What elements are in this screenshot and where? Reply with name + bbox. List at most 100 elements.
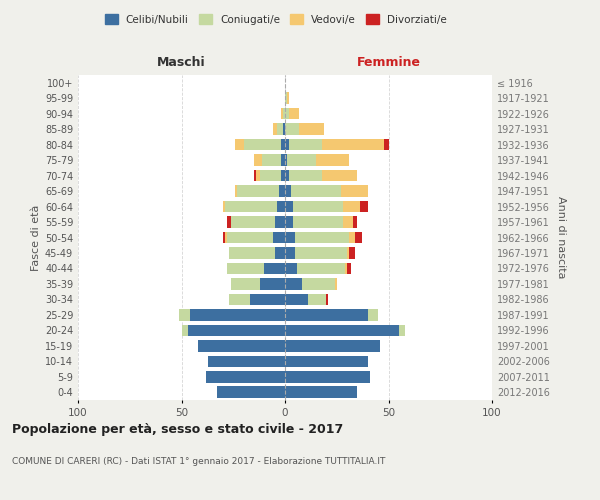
Bar	[198, 340, 285, 351]
Y-axis label: Fasce di età: Fasce di età	[31, 204, 41, 270]
Bar	[285, 386, 358, 398]
Bar	[335, 278, 337, 289]
Bar	[287, 154, 316, 166]
Bar	[285, 232, 295, 243]
Bar	[260, 278, 285, 289]
Bar	[285, 154, 287, 166]
Bar	[281, 154, 285, 166]
Bar	[322, 139, 385, 150]
Bar	[293, 216, 343, 228]
Bar	[275, 216, 285, 228]
Bar	[229, 294, 250, 305]
Bar	[353, 216, 358, 228]
Bar	[272, 232, 285, 243]
Bar	[190, 309, 285, 320]
Bar	[345, 262, 347, 274]
Bar	[285, 371, 370, 382]
Bar	[347, 262, 351, 274]
Bar	[399, 324, 405, 336]
Bar	[299, 124, 325, 135]
Bar	[285, 324, 399, 336]
Bar	[289, 108, 299, 120]
Bar	[231, 278, 260, 289]
Bar	[260, 170, 281, 181]
Bar	[231, 216, 275, 228]
Bar	[238, 186, 279, 197]
Bar	[287, 92, 289, 104]
Bar	[235, 139, 244, 150]
Bar	[225, 200, 277, 212]
Bar	[265, 262, 285, 274]
Bar	[285, 340, 380, 351]
Bar	[179, 309, 190, 320]
Bar	[254, 154, 262, 166]
Bar	[223, 232, 225, 243]
Bar	[279, 186, 285, 197]
Bar	[254, 170, 256, 181]
Bar	[283, 108, 285, 120]
Bar	[291, 186, 341, 197]
Bar	[285, 356, 368, 367]
Bar	[244, 139, 281, 150]
Bar	[285, 139, 289, 150]
Bar	[316, 154, 349, 166]
Bar	[262, 154, 281, 166]
Bar	[285, 92, 287, 104]
Bar	[227, 262, 265, 274]
Bar	[326, 294, 328, 305]
Bar	[289, 170, 322, 181]
Bar	[343, 216, 353, 228]
Bar	[281, 139, 285, 150]
Bar	[285, 247, 295, 259]
Bar	[355, 232, 362, 243]
Bar	[385, 139, 389, 150]
Bar	[347, 247, 349, 259]
Bar	[349, 247, 355, 259]
Bar	[343, 200, 359, 212]
Bar	[285, 278, 302, 289]
Bar	[277, 124, 283, 135]
Bar	[341, 186, 368, 197]
Bar	[289, 139, 322, 150]
Bar	[250, 294, 285, 305]
Bar	[285, 309, 368, 320]
Bar	[298, 262, 345, 274]
Bar	[182, 324, 188, 336]
Bar	[285, 170, 289, 181]
Bar	[295, 247, 347, 259]
Text: Femmine: Femmine	[356, 56, 421, 69]
Bar	[285, 262, 298, 274]
Bar	[272, 124, 277, 135]
Bar	[223, 200, 225, 212]
Bar	[285, 108, 289, 120]
Text: COMUNE DI CARERI (RC) - Dati ISTAT 1° gennaio 2017 - Elaborazione TUTTITALIA.IT: COMUNE DI CARERI (RC) - Dati ISTAT 1° ge…	[12, 458, 385, 466]
Bar	[217, 386, 285, 398]
Bar	[281, 170, 285, 181]
Bar	[229, 247, 275, 259]
Bar	[188, 324, 285, 336]
Bar	[285, 200, 293, 212]
Bar	[285, 294, 308, 305]
Bar	[277, 200, 285, 212]
Bar	[349, 232, 355, 243]
Legend: Celibi/Nubili, Coniugati/e, Vedovi/e, Divorziati/e: Celibi/Nubili, Coniugati/e, Vedovi/e, Di…	[101, 10, 451, 29]
Bar	[368, 309, 378, 320]
Bar	[359, 200, 368, 212]
Bar	[285, 216, 293, 228]
Bar	[208, 356, 285, 367]
Bar	[225, 232, 227, 243]
Bar	[256, 170, 260, 181]
Bar	[206, 371, 285, 382]
Bar	[285, 124, 299, 135]
Y-axis label: Anni di nascita: Anni di nascita	[556, 196, 566, 279]
Bar	[275, 247, 285, 259]
Bar	[281, 108, 283, 120]
Bar	[235, 186, 238, 197]
Bar	[293, 200, 343, 212]
Bar	[308, 294, 326, 305]
Text: Maschi: Maschi	[157, 56, 206, 69]
Bar	[285, 186, 291, 197]
Bar	[283, 124, 285, 135]
Bar	[227, 216, 231, 228]
Bar	[322, 170, 358, 181]
